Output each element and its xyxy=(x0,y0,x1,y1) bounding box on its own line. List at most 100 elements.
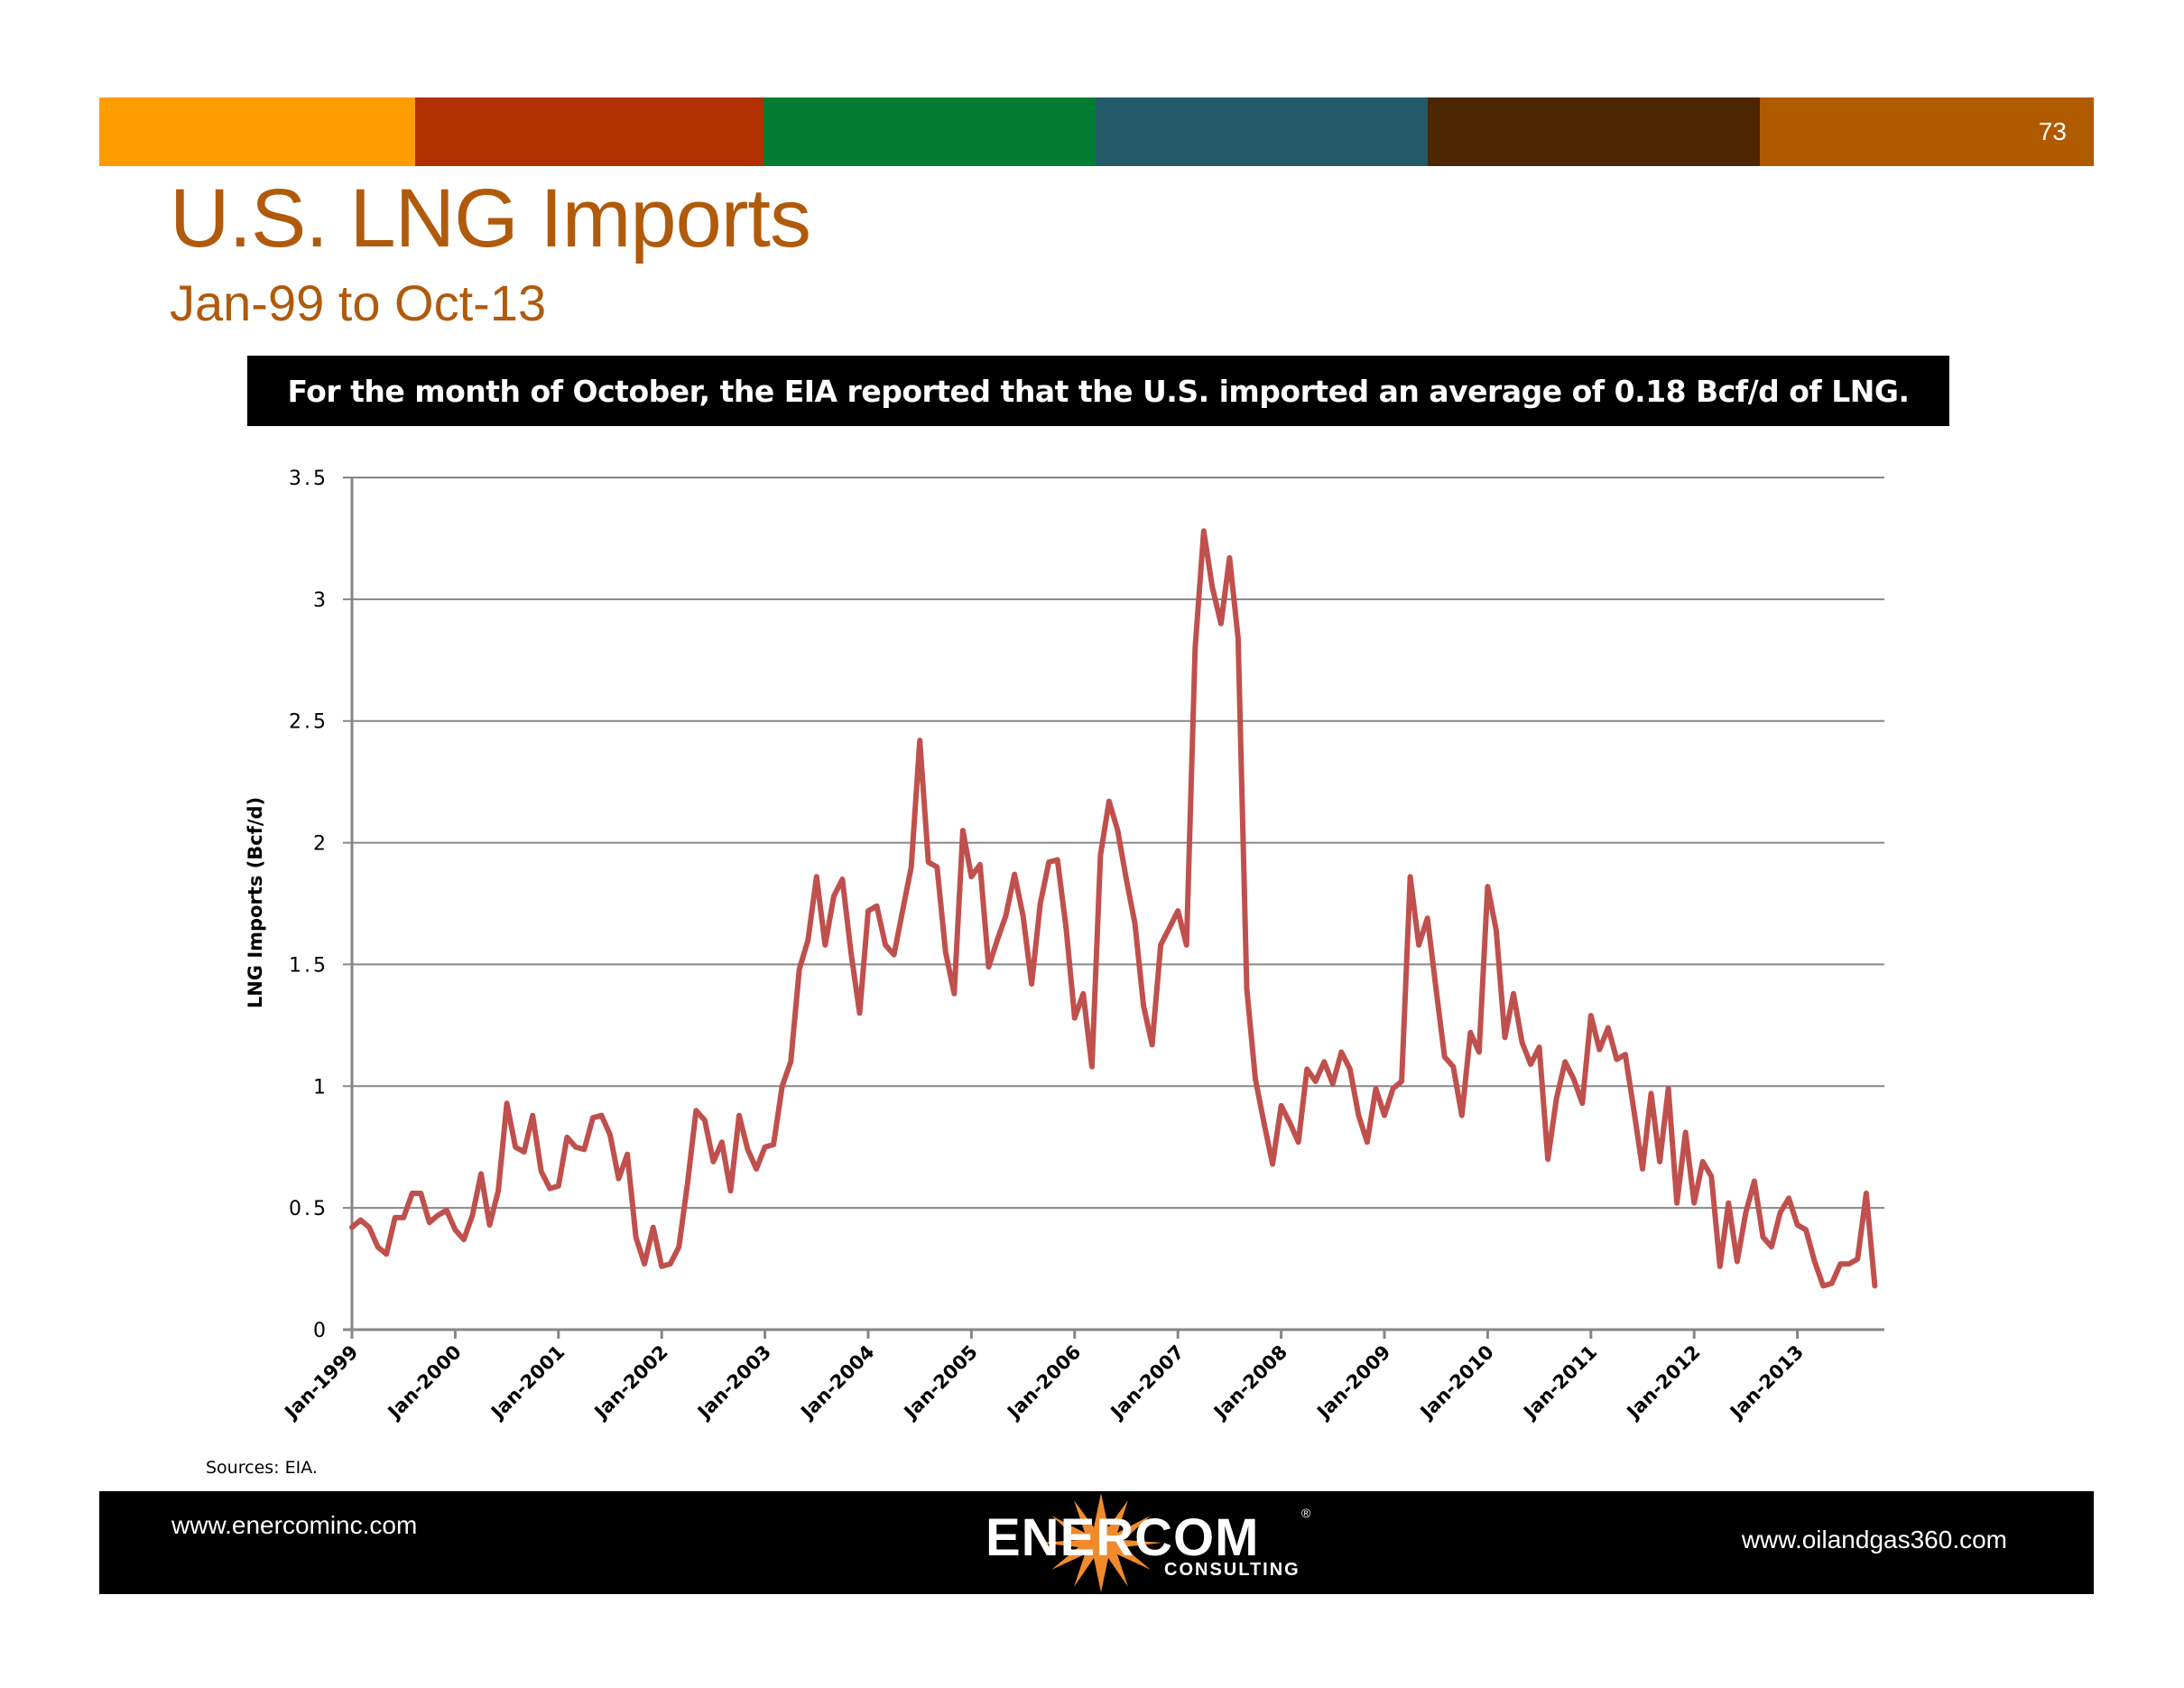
data-point xyxy=(1504,1036,1506,1039)
data-point xyxy=(978,863,981,866)
data-point xyxy=(1538,1046,1541,1049)
sources-note: Sources: EIA. xyxy=(206,1458,318,1478)
data-point xyxy=(961,830,964,832)
data-point xyxy=(1401,1080,1403,1082)
data-point xyxy=(1418,943,1421,946)
data-point xyxy=(634,1236,637,1238)
data-point xyxy=(1048,861,1050,864)
data-point xyxy=(1211,586,1214,589)
data-point xyxy=(1735,1260,1738,1263)
y-tick-label: 3 xyxy=(313,589,329,612)
data-point xyxy=(953,992,956,995)
data-point xyxy=(824,943,827,946)
data-point xyxy=(583,1148,586,1151)
data-point xyxy=(1228,557,1231,560)
y-tick-label: 0.5 xyxy=(289,1198,329,1220)
data-point xyxy=(884,943,887,946)
data-point xyxy=(1143,1005,1145,1007)
logo-wordmark: ENERCOM xyxy=(986,1508,1260,1567)
sunburst-icon xyxy=(1040,1493,1162,1592)
x-tick-label: Jan-2001 xyxy=(486,1341,569,1424)
page-subtitle: Jan-99 to Oct-13 xyxy=(170,274,547,331)
data-point xyxy=(1272,1163,1274,1165)
data-point xyxy=(875,904,878,907)
y-tick-label: 3.5 xyxy=(289,468,329,490)
data-point xyxy=(858,1012,861,1015)
data-point xyxy=(359,1219,362,1221)
data-point xyxy=(936,866,939,868)
color-bar-segment-green xyxy=(763,97,1096,166)
data-point xyxy=(1443,1055,1446,1058)
data-point xyxy=(1134,922,1136,924)
data-point xyxy=(1160,943,1162,946)
data-point xyxy=(1314,1080,1317,1082)
data-point xyxy=(1099,854,1102,857)
color-bar-segment-brown xyxy=(1428,97,1760,166)
enercom-website-link[interactable]: www.enercominc.com xyxy=(171,1511,418,1539)
x-axis-ticks: Jan-1999 Jan-2000 Jan-2001 Jan-2002 Jan-2003… xyxy=(280,1330,1808,1424)
data-point xyxy=(686,1183,689,1185)
data-point xyxy=(1744,1211,1747,1214)
data-point xyxy=(1306,1068,1309,1071)
color-bar-segment-amber: 73 xyxy=(1760,97,2094,166)
data-point xyxy=(1865,1192,1867,1194)
data-point xyxy=(1082,992,1085,995)
page-number: 73 xyxy=(2038,117,2067,145)
data-point xyxy=(1701,1160,1704,1163)
data-point xyxy=(351,1226,353,1229)
x-tick-label: Jan-2011 xyxy=(1518,1341,1601,1424)
data-point xyxy=(944,951,947,953)
data-point xyxy=(738,1114,740,1117)
data-point xyxy=(1874,1285,1876,1287)
y-tick-label: 2 xyxy=(313,833,329,856)
data-point xyxy=(1606,1026,1609,1029)
data-point xyxy=(1598,1048,1601,1051)
enercom-logo: ENERCOM ® CONSULTING xyxy=(975,1493,1336,1592)
data-point xyxy=(1564,1061,1567,1063)
data-point xyxy=(1650,1092,1652,1095)
data-point xyxy=(927,861,930,864)
data-point xyxy=(591,1117,594,1119)
x-tick-label: Jan-2000 xyxy=(383,1341,466,1424)
chart-series xyxy=(349,528,1878,1289)
y-tick-label: 1 xyxy=(313,1076,329,1099)
data-point xyxy=(1245,988,1248,990)
data-point xyxy=(1435,988,1438,990)
x-tick-label: Jan-2009 xyxy=(1312,1341,1395,1424)
data-point xyxy=(393,1216,396,1219)
y-axis-label: LNG Imports (Bcf/d) xyxy=(245,797,266,1008)
x-tick-label: Jan-2005 xyxy=(899,1341,982,1424)
color-bar-segment-teal xyxy=(1096,97,1428,166)
data-point xyxy=(678,1246,680,1248)
data-point xyxy=(1581,1102,1584,1105)
data-point xyxy=(445,1209,448,1211)
chart-gridlines xyxy=(343,477,1884,1339)
data-point xyxy=(729,1190,732,1192)
footer-bar: www.enercominc.com ENERCOM ® CONSULTING … xyxy=(99,1491,2094,1594)
data-point xyxy=(617,1177,620,1180)
data-point xyxy=(549,1187,551,1190)
data-point xyxy=(566,1136,569,1138)
data-point xyxy=(1357,1114,1360,1117)
page-title: U.S. LNG Imports xyxy=(170,172,811,264)
data-point xyxy=(746,1148,749,1151)
data-point xyxy=(1521,1041,1523,1043)
data-point xyxy=(815,876,818,878)
data-point xyxy=(695,1109,698,1112)
oilandgas360-website-link[interactable]: www.oilandgas360.com xyxy=(1741,1526,2007,1554)
data-point xyxy=(807,939,810,941)
x-tick-label: Jan-1999 xyxy=(280,1341,363,1424)
data-point xyxy=(437,1214,440,1217)
data-point xyxy=(532,1114,534,1117)
data-point xyxy=(557,1184,560,1187)
data-point xyxy=(471,1214,474,1217)
data-point xyxy=(643,1263,646,1266)
y-axis-ticks: 0 0.5 1 1.5 2 2.5 3 3.5 xyxy=(289,468,329,1342)
series-line-lng-imports xyxy=(349,528,1878,1289)
data-point xyxy=(1822,1285,1825,1287)
data-point xyxy=(1693,1201,1696,1204)
registered-mark: ® xyxy=(1301,1506,1311,1520)
data-point xyxy=(902,910,904,913)
data-point xyxy=(1013,873,1016,876)
